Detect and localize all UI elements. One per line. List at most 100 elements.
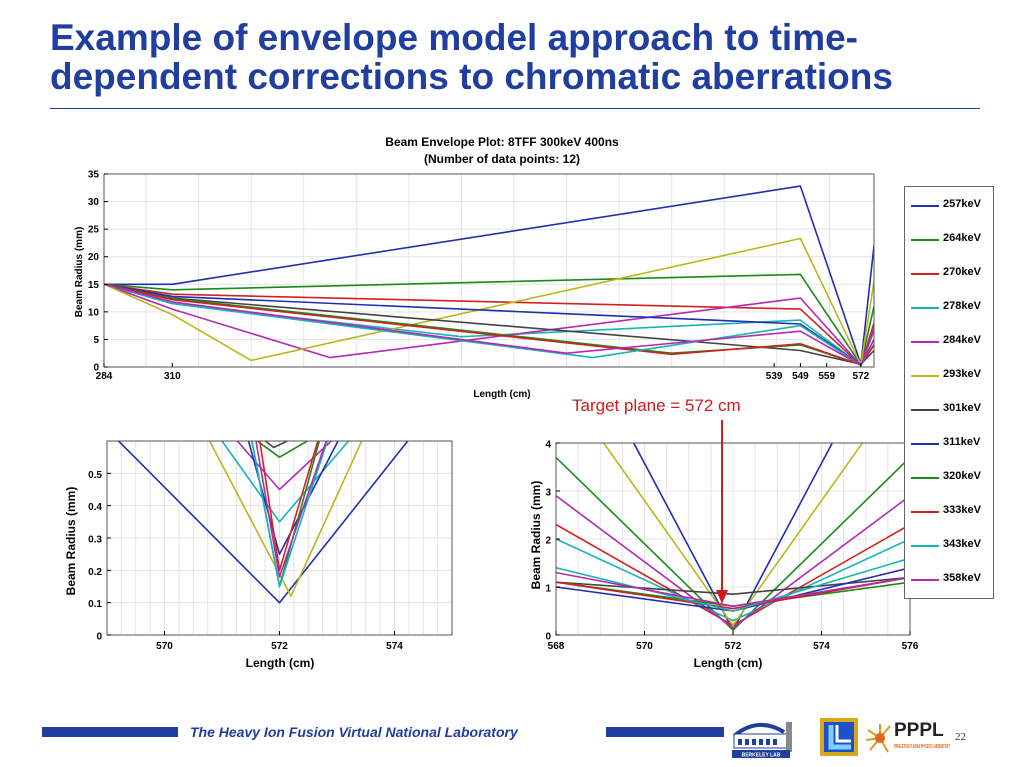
legend-swatch bbox=[911, 477, 939, 479]
title-divider bbox=[50, 108, 980, 109]
legend-item: 320keV bbox=[905, 468, 993, 488]
zoom1-xlabel: Length (cm) bbox=[246, 656, 315, 670]
legend-swatch bbox=[911, 239, 939, 241]
legend-label: 293keV bbox=[943, 368, 981, 380]
x-tick-label: 574 bbox=[813, 641, 830, 652]
main-envelope-chart: Beam Envelope Plot: 8TFF 300keV 400ns (N… bbox=[74, 135, 875, 400]
legend-swatch bbox=[911, 205, 939, 207]
zoom2-ylabel: Beam Radius (mm) bbox=[529, 481, 543, 590]
slide-title: Example of envelope model approach to ti… bbox=[50, 17, 893, 97]
series-line-257keV bbox=[117, 441, 409, 604]
legend-item: 257keV bbox=[905, 196, 993, 216]
footer-bar-left bbox=[42, 727, 178, 737]
series-line-264keV bbox=[104, 273, 874, 366]
series-line-278keV bbox=[556, 538, 910, 622]
series-line-293keV bbox=[208, 441, 363, 597]
y-tick-label: 0.5 bbox=[88, 470, 102, 481]
target-plane-arrow bbox=[716, 420, 728, 604]
chart-legend: 257keV 264keV 270keV 278keV 284keV 293keV 301k… bbox=[904, 186, 994, 599]
series-line-333keV bbox=[258, 441, 319, 572]
series-line-311keV bbox=[247, 441, 339, 555]
main-chart-title: Beam Envelope Plot: 8TFF 300keV 400ns bbox=[385, 135, 619, 149]
legend-item: 333keV bbox=[905, 502, 993, 522]
x-tick-label: 572 bbox=[725, 641, 742, 652]
legend-swatch bbox=[911, 545, 939, 547]
legend-item: 278keV bbox=[905, 298, 993, 318]
y-tick-label: 3 bbox=[545, 488, 551, 499]
legend-label: 264keV bbox=[943, 232, 981, 244]
legend-item: 270keV bbox=[905, 264, 993, 284]
zoom1-ylabel: Beam Radius (mm) bbox=[64, 487, 78, 596]
pppl-logo-text: PPPL bbox=[894, 720, 944, 741]
main-chart-subtitle: (Number of data points: 12) bbox=[424, 152, 580, 166]
legend-item: 293keV bbox=[905, 366, 993, 386]
legend-swatch bbox=[911, 307, 939, 309]
series-line-293keV bbox=[104, 237, 874, 366]
legend-item: 301keV bbox=[905, 400, 993, 420]
pppl-logo-subtext: PRINCETON PLASMA PHYSICS LABORATORY bbox=[894, 744, 950, 750]
target-plane-annotation: Target plane = 572 cm bbox=[572, 396, 741, 415]
series-line-343keV bbox=[556, 557, 910, 612]
berkeley-lab-logo: BERKELEY LAB bbox=[732, 722, 792, 759]
pppl-logo: PPPL PRINCETON PLASMA PHYSICS LABORATORY bbox=[866, 720, 950, 753]
series-group bbox=[556, 443, 910, 631]
legend-label: 333keV bbox=[943, 504, 981, 516]
series-line-284keV bbox=[236, 441, 333, 491]
series-line-284keV bbox=[104, 283, 874, 367]
y-tick-label: 0.3 bbox=[88, 535, 102, 546]
series-group bbox=[117, 441, 409, 604]
legend-label: 284keV bbox=[943, 334, 981, 346]
footer-bar-right bbox=[606, 727, 724, 737]
x-tick-label: 284 bbox=[96, 371, 113, 382]
main-chart-xlabel: Length (cm) bbox=[473, 389, 530, 400]
y-tick-label: 0.2 bbox=[88, 567, 102, 578]
series-line-358keV bbox=[556, 571, 910, 607]
series-line-257keV bbox=[104, 185, 874, 365]
series-line-278keV bbox=[221, 441, 350, 523]
series-group bbox=[104, 185, 874, 367]
legend-swatch bbox=[911, 443, 939, 445]
hif-logo bbox=[820, 718, 858, 756]
legend-swatch bbox=[911, 375, 939, 377]
x-tick-label: 570 bbox=[156, 641, 173, 652]
y-tick-label: 4 bbox=[545, 440, 551, 451]
legend-swatch bbox=[911, 273, 939, 275]
legend-swatch bbox=[911, 341, 939, 343]
legend-item: 284keV bbox=[905, 332, 993, 352]
y-tick-label: 5 bbox=[93, 335, 99, 346]
series-line-264keV bbox=[255, 441, 309, 459]
y-tick-label: 0 bbox=[96, 632, 102, 643]
legend-swatch bbox=[911, 511, 939, 513]
x-tick-label: 568 bbox=[548, 641, 565, 652]
y-tick-label: 0 bbox=[93, 363, 99, 374]
y-tick-label: 0 bbox=[545, 632, 551, 643]
y-tick-label: 20 bbox=[88, 252, 100, 263]
legend-label: 343keV bbox=[943, 538, 981, 550]
page-number: 22 bbox=[955, 731, 966, 743]
main-chart-ylabel: Beam Radius (mm) bbox=[74, 227, 85, 318]
x-tick-label: 576 bbox=[902, 641, 919, 652]
x-tick-label: 559 bbox=[818, 371, 835, 382]
legend-label: 358keV bbox=[943, 572, 981, 584]
series-line-358keV bbox=[104, 283, 874, 367]
zoom-chart-small: Length (cm) Beam Radius (mm) 570 572 574 0 0… bbox=[64, 440, 453, 670]
y-tick-label: 35 bbox=[88, 170, 100, 181]
y-tick-label: 0.4 bbox=[88, 502, 102, 513]
series-line-264keV bbox=[556, 456, 910, 631]
legend-label: 320keV bbox=[943, 470, 981, 482]
series-line-293keV bbox=[602, 443, 864, 627]
legend-item: 358keV bbox=[905, 570, 993, 590]
legend-label: 278keV bbox=[943, 300, 981, 312]
x-tick-label: 539 bbox=[766, 371, 783, 382]
legend-swatch bbox=[911, 409, 939, 411]
legend-item: 343keV bbox=[905, 536, 993, 556]
series-line-358keV bbox=[255, 441, 328, 578]
zoom2-xlabel: Length (cm) bbox=[694, 656, 763, 670]
legend-label: 311keV bbox=[943, 436, 981, 448]
y-tick-label: 30 bbox=[88, 197, 100, 208]
plot-frame bbox=[103, 173, 875, 368]
series-line-284keV bbox=[556, 495, 910, 629]
legend-label: 301keV bbox=[943, 402, 981, 414]
y-tick-label: 15 bbox=[88, 280, 100, 291]
y-tick-label: 1 bbox=[545, 584, 551, 595]
